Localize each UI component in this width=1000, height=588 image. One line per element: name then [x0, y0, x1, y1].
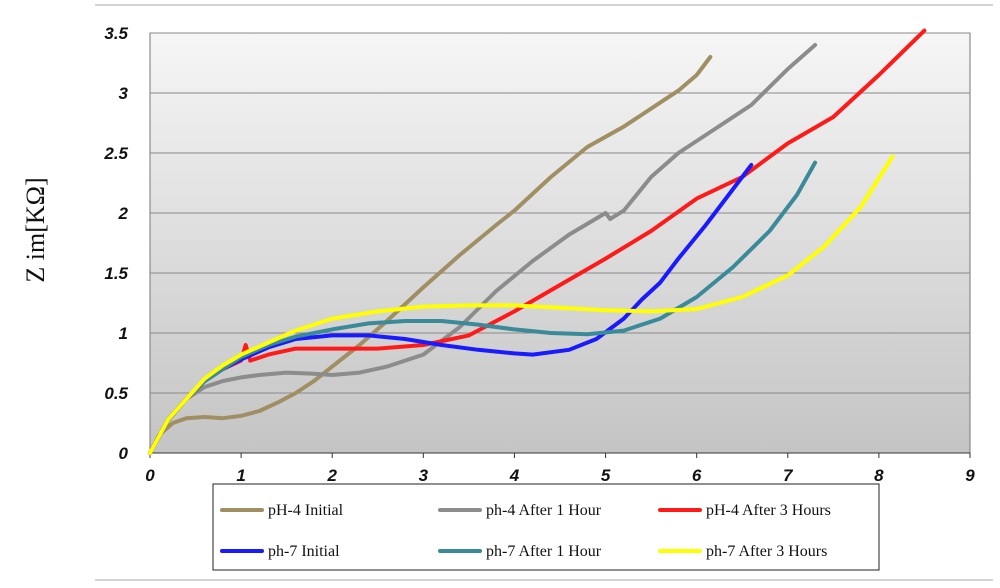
legend-label-2: ph-4 After 1 Hour — [486, 502, 602, 519]
gridlines — [150, 32, 970, 394]
y-tick-label: 3.5 — [104, 24, 128, 43]
legend-label-5: ph-7 After 1 Hour — [486, 543, 602, 560]
x-tick-label: 5 — [601, 466, 611, 485]
series-line-1 — [148, 55, 713, 455]
x-tick-label: 7 — [783, 466, 794, 485]
y-tick-label: 0 — [119, 444, 129, 463]
y-tick-label: 1 — [119, 324, 128, 343]
y-tick-label: 0.5 — [104, 384, 128, 403]
legend-label-6: ph-7 After 3 Hours — [706, 543, 827, 560]
axes — [149, 452, 971, 458]
x-tick-label: 9 — [965, 466, 975, 485]
legend-label-1: pH-4 Initial — [268, 502, 344, 519]
y-tick-label: 1.5 — [104, 264, 128, 283]
y-tick-label: 3 — [119, 84, 129, 103]
x-tick-label: 1 — [236, 466, 245, 485]
legend-label-3: pH-4 After 3 Hours — [706, 502, 831, 519]
x-tick-label: 8 — [874, 466, 884, 485]
x-tick-label: 3 — [419, 466, 429, 485]
legend: pH-4 Initial ph-4 After 1 Hour pH-4 After … — [212, 483, 880, 571]
x-tick-label: 2 — [326, 466, 337, 485]
series-line-5 — [148, 160, 818, 455]
tick-labels: 0 0.5 1 1.5 2 2.5 3 3.5 0 1 2 3 4 5 6 7 8 9 — [103, 24, 975, 485]
x-tick-label: 4 — [509, 466, 520, 485]
x-tick-label: 0 — [145, 466, 155, 485]
legend-label-4: ph-7 Initial — [268, 543, 340, 560]
y-tick-label: 2.5 — [103, 144, 128, 163]
legend-box — [212, 483, 880, 571]
y-axis-label: Z im[KΩ] — [21, 177, 50, 282]
series-line-6 — [148, 154, 895, 455]
series-lines — [148, 28, 927, 455]
x-tick-label: 6 — [692, 466, 702, 485]
y-tick-label: 2 — [118, 204, 129, 223]
